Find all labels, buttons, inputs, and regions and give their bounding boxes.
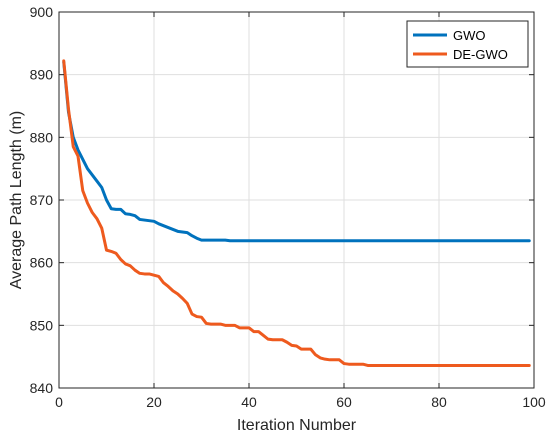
legend: GWO DE-GWO: [406, 20, 529, 68]
legend-box: [406, 20, 529, 68]
y-tick-label: 890: [30, 67, 54, 83]
x-tick-label: 20: [146, 394, 162, 410]
y-tick-label: 900: [30, 4, 54, 20]
x-tick-label: 40: [241, 394, 257, 410]
series-line-de-gwo: [62, 59, 531, 367]
x-tick-label: 0: [55, 394, 63, 410]
x-tick-label: 100: [522, 394, 546, 410]
ticks: [58, 11, 535, 389]
y-tick-label: 860: [30, 255, 54, 271]
y-tick-label: 870: [30, 192, 54, 208]
y-tick-label: 880: [30, 129, 54, 145]
y-axis-label: Average Path Length (m): [8, 111, 25, 289]
legend-label: GWO: [453, 28, 486, 43]
legend-label: DE-GWO: [453, 47, 508, 62]
grid: [59, 12, 534, 388]
y-tick-label: 850: [30, 317, 54, 333]
x-axis-label: Iteration Number: [237, 417, 357, 434]
series-group: [62, 59, 531, 367]
tick-labels: 0 20 40 60 80 100 840 850 860 870 880 890 900: [30, 4, 546, 410]
series-line-gwo: [62, 60, 531, 243]
x-tick-label: 80: [431, 394, 447, 410]
x-tick-label: 60: [336, 394, 352, 410]
y-tick-label: 840: [30, 380, 54, 396]
